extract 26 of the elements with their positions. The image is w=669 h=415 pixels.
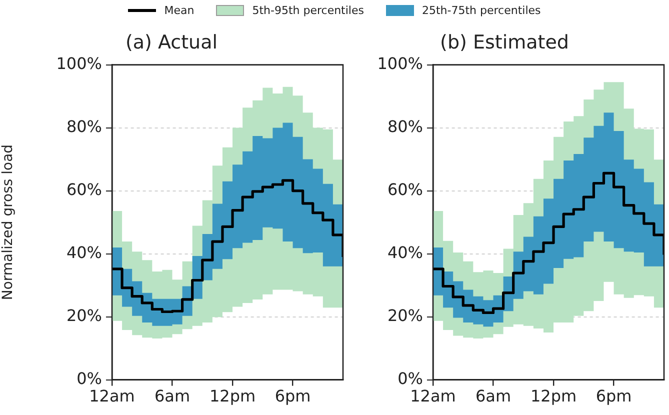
y-tick-label: 80% [66,116,102,136]
x-tick-label: 6am [475,386,512,406]
x-tick-label: 6am [154,386,190,406]
y-tick-label: 0% [76,368,102,388]
chart-title: (a) Actual [125,31,218,54]
legend-label: 25th-75th percentiles [422,4,541,17]
y-tick-label: 100% [56,54,102,73]
x-tick-label: 12pm [209,386,256,406]
legend-label: Mean [164,4,194,17]
y-tick-label: 20% [387,306,423,325]
x-tick-label: 6pm [596,386,632,406]
y-tick-label: 100% [377,54,423,73]
x-tick-label: 12pm [530,386,577,406]
y-tick-label: 60% [387,180,423,199]
y-tick-label: 60% [66,180,102,199]
y-tick-label: 20% [66,306,102,325]
y-tick-label: 40% [66,242,102,262]
chart-title: (b) Estimated [440,31,569,54]
y-axis-title: Normalized gross load [0,144,16,300]
y-tick-label: 40% [387,242,423,262]
x-tick-label: 12am [410,386,456,406]
y-tick-label: 0% [398,368,423,388]
y-tick-label: 80% [387,116,423,136]
x-tick-label: 6pm [274,386,311,406]
legend-label: 5th-95th percentiles [252,4,364,17]
x-tick-label: 12am [89,386,135,406]
